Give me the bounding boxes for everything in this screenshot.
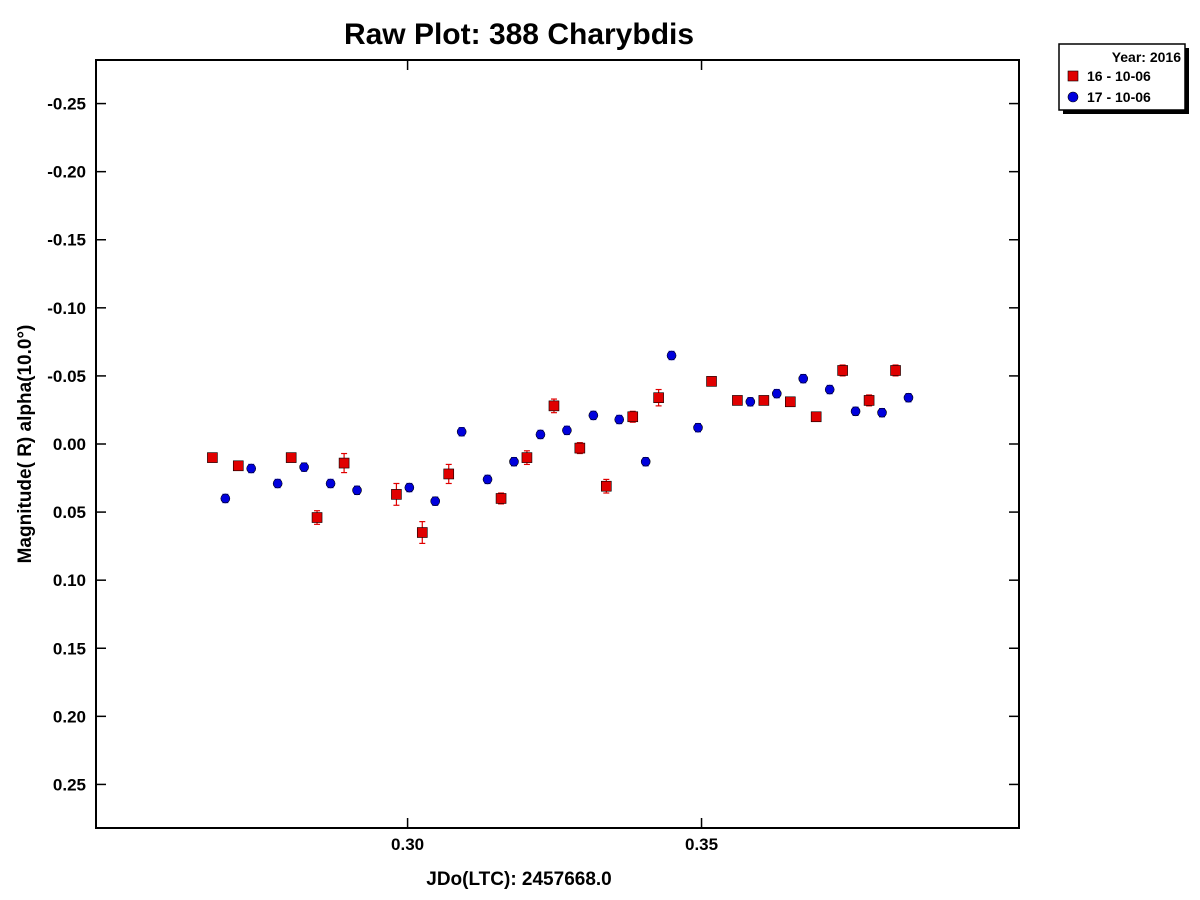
- data-point-series-1: [706, 376, 717, 387]
- legend-box: [1058, 43, 1186, 111]
- data-point-series-2: [614, 414, 625, 425]
- y-tick-label: 0.00: [53, 435, 86, 454]
- data-point-series-1: [574, 442, 586, 454]
- y-tick-label: 0.20: [53, 707, 86, 726]
- data-point-series-1: [207, 452, 218, 463]
- data-point-series-2: [535, 429, 546, 440]
- x-axis-label: JDo(LTC): 2457668.0: [426, 869, 612, 890]
- data-point-series-1: [627, 411, 639, 423]
- y-tick-label: -0.10: [47, 299, 86, 318]
- legend-label-series-2: 17 - 10-06: [1087, 89, 1151, 105]
- y-tick-label: -0.15: [47, 231, 86, 250]
- data-point-series-1: [863, 395, 875, 406]
- data-point-series-2: [456, 426, 467, 437]
- y-tick-label: -0.05: [47, 367, 86, 386]
- data-point-series-1: [338, 457, 350, 469]
- x-axis: 0.30 0.35: [391, 60, 718, 854]
- y-axis: -0.25 -0.20 -0.15 -0.10 -0.05 0.00 0.05 0.10 0.1…: [47, 95, 1019, 794]
- data-point-series-1: [837, 365, 848, 376]
- data-point-series-1: [391, 489, 402, 500]
- data-point-series-2: [430, 496, 441, 506]
- legend-title: Year: 2016: [1112, 49, 1181, 65]
- data-point-series-1: [285, 452, 297, 463]
- data-point-series-2: [246, 463, 257, 474]
- data-point-series-2: [588, 410, 599, 421]
- y-tick-label: 0.25: [53, 775, 86, 794]
- data-point-series-1: [521, 452, 533, 463]
- data-point-series-1: [653, 392, 664, 404]
- data-point-series-2: [850, 406, 861, 417]
- y-tick-label: -0.20: [47, 163, 86, 182]
- data-point-series-2: [562, 425, 572, 436]
- data-point-series-2: [509, 456, 519, 467]
- data-point-series-2: [272, 478, 283, 489]
- y-tick-label: 0.05: [53, 503, 86, 522]
- data-point-series-1: [495, 493, 507, 504]
- data-point-series-1: [311, 512, 323, 523]
- data-point-series-2: [666, 350, 677, 361]
- data-point-series-1: [732, 395, 743, 406]
- data-point-series-1: [890, 365, 901, 376]
- y-tick-label: 0.15: [53, 639, 86, 658]
- legend-label-series-1: 16 - 10-06: [1087, 68, 1151, 84]
- data-point-series-2: [640, 456, 651, 467]
- data-point-series-2: [798, 373, 809, 384]
- data-point-series-2: [325, 478, 336, 489]
- data-point-series-1: [232, 460, 244, 472]
- data-point-series-2: [404, 482, 415, 493]
- legend: Year: 2016 16 - 10-06 17 - 10-06: [1058, 43, 1189, 114]
- data-point-series-2: [824, 384, 835, 395]
- y-axis-label: Magnitude( R) alpha(10.0°): [15, 325, 36, 564]
- data-point-series-2: [352, 485, 362, 496]
- x-tick-label: 0.30: [391, 835, 424, 854]
- x-tick-label: 0.35: [685, 835, 718, 854]
- data-point-series-2: [745, 396, 756, 407]
- data-point-series-2: [877, 407, 887, 418]
- data-point-series-2: [482, 474, 493, 485]
- y-tick-label: -0.25: [47, 95, 86, 114]
- data-point-series-2: [903, 392, 914, 403]
- plot-frame: [95, 59, 1020, 829]
- data-point-series-1: [600, 480, 612, 492]
- data-points: [207, 350, 914, 545]
- data-point-series-1: [443, 468, 455, 480]
- data-point-series-2: [771, 388, 782, 399]
- chart-title: Raw Plot: 388 Charybdis: [344, 18, 694, 51]
- data-point-series-1: [548, 400, 560, 412]
- legend-swatch-series-1: [1067, 70, 1079, 82]
- y-tick-label: 0.10: [53, 571, 86, 590]
- data-point-series-2: [299, 462, 309, 472]
- data-point-series-1: [810, 411, 822, 423]
- legend-swatch-series-2: [1067, 91, 1079, 103]
- data-point-series-2: [693, 422, 703, 433]
- data-point-series-1: [785, 396, 796, 408]
- data-point-series-2: [220, 493, 231, 504]
- data-point-series-1: [416, 527, 428, 538]
- data-point-series-1: [758, 395, 770, 406]
